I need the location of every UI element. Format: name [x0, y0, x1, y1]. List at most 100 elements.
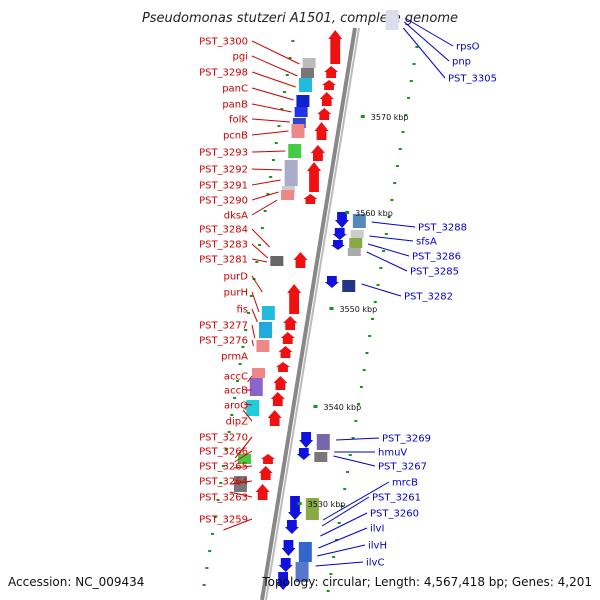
forward-feature-box-20 [233, 476, 247, 492]
leader-line [404, 17, 454, 47]
leader-line [251, 103, 292, 113]
leader-line [251, 87, 294, 101]
leader-line [251, 71, 296, 88]
backbone-line [260, 27, 357, 600]
forward-gene-12 [283, 316, 298, 330]
gene-label-folk: folK [229, 115, 248, 126]
reverse-gene-3 [330, 240, 345, 250]
feature-dot [285, 74, 289, 76]
backbone-shadow [265, 27, 360, 600]
leader-line [322, 481, 390, 521]
feature-dot [409, 80, 413, 82]
gene-label-pst-3291: PST_3291 [199, 181, 248, 192]
forward-feature-box-18 [246, 400, 260, 416]
feature-dot [379, 267, 383, 269]
scale-tick [360, 115, 365, 118]
feature-dot [233, 397, 237, 399]
gene-label-panb: panB [222, 100, 248, 111]
reverse-feature-box-5 [347, 248, 361, 256]
gene-label-rpso: rpsO [456, 42, 480, 53]
leader-line [321, 496, 370, 527]
feature-dot [205, 567, 209, 569]
leader-line [251, 339, 254, 347]
leader-line [366, 251, 408, 272]
feature-dot [393, 182, 397, 184]
leader-line [403, 21, 450, 62]
reverse-gene-11 [276, 572, 291, 590]
forward-gene-2 [324, 66, 339, 78]
forward-feature-box-14 [259, 322, 273, 338]
gene-label-purd: purD [224, 272, 249, 283]
gene-label-pcnb: pcnB [223, 131, 248, 142]
gene-label-ilvi: ilvI [370, 524, 384, 535]
gene-label-aroq: aroQ [224, 401, 248, 412]
gene-label-ilvc: ilvC [366, 558, 384, 569]
reverse-feature-box-7 [316, 434, 330, 450]
forward-feature-box-16 [252, 368, 266, 378]
reverse-feature-box-8 [314, 452, 328, 462]
forward-feature-box-5 [294, 107, 308, 117]
leader-line [251, 324, 256, 339]
forward-gene-5 [317, 108, 332, 120]
feature-dot [244, 329, 248, 331]
feature-dot [395, 165, 399, 167]
gene-label-pst-3283: PST_3283 [199, 240, 248, 251]
reverse-feature-box-10 [298, 542, 312, 562]
feature-dot [269, 176, 273, 178]
leader-line [230, 480, 253, 485]
reverse-feature-box-9 [305, 498, 319, 520]
gene-features [233, 10, 399, 590]
forward-feature-box-4 [296, 95, 310, 107]
feature-dot [387, 216, 391, 218]
feature-dot [216, 499, 220, 501]
scale-tick [313, 405, 318, 408]
leader-line [367, 243, 410, 257]
reverse-gene-1 [335, 212, 349, 228]
leader-line [251, 275, 263, 293]
gene-label-pst-3264: PST_3264 [199, 477, 248, 488]
gene-label-pst-3281: PST_3281 [199, 255, 248, 266]
leader-line [251, 291, 260, 313]
gene-label-pst-3293: PST_3293 [199, 148, 248, 159]
feature-dot [266, 193, 270, 195]
forward-gene-19 [261, 454, 276, 464]
leader-line [251, 228, 270, 248]
feature-dot [202, 584, 206, 586]
gene-label-pst-3266: PST_3266 [199, 447, 248, 458]
feature-dot [238, 363, 242, 365]
feature-dot [370, 318, 374, 320]
gene-label-pst-3286: PST_3286 [412, 252, 461, 263]
feature-dot [354, 420, 358, 422]
forward-gene-4 [319, 92, 334, 106]
feature-dot [390, 199, 394, 201]
feature-dot [337, 522, 341, 524]
feature-dot [210, 533, 214, 535]
feature-dot [332, 556, 336, 558]
feature-dot [415, 46, 419, 48]
leader-line [361, 283, 402, 297]
scale-label: 3530 kbp [308, 500, 346, 509]
gene-label-pst-3267: PST_3267 [378, 462, 427, 473]
leader-line [371, 221, 416, 228]
gene-label-pst-3285: PST_3285 [410, 267, 459, 278]
forward-feature-box-2 [300, 68, 314, 78]
forward-gene-13 [280, 332, 295, 344]
forward-gene-7 [310, 145, 325, 161]
feature-dot [260, 227, 264, 229]
reverse-gene-8 [284, 520, 299, 534]
feature-dot [401, 131, 405, 133]
reverse-feature-box-3 [350, 230, 364, 238]
forward-feature-box-13 [261, 306, 275, 320]
feature-dot [274, 142, 278, 144]
forward-gene-6 [314, 122, 329, 140]
forward-gene-3 [322, 80, 337, 90]
map-title: Pseudomonas stutzeri A1501, complete gen… [142, 11, 458, 26]
gene-label-pst-3261: PST_3261 [372, 493, 421, 504]
leader-line [336, 437, 380, 441]
leader-line [229, 491, 253, 498]
leader-line [242, 409, 253, 422]
topology-text: Topology: circular; Length: 4,567,418 bp… [261, 575, 592, 589]
gene-label-pnp: pnp [452, 57, 471, 68]
forward-gene-18 [267, 410, 282, 426]
gene-label-pgi: pgi [233, 52, 248, 63]
